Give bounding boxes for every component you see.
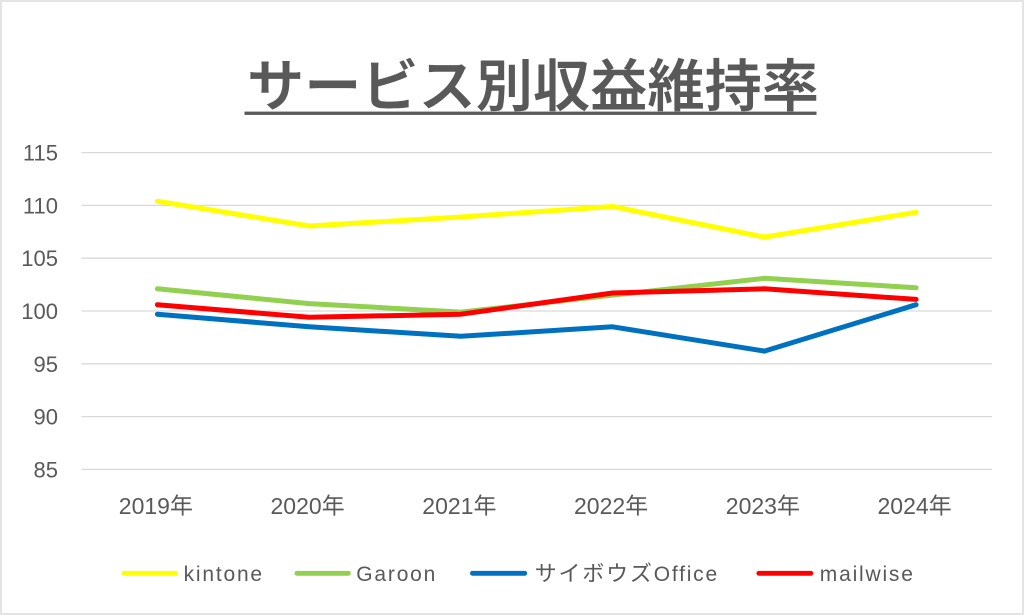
svg-text:95: 95 <box>34 352 58 377</box>
svg-text:Office: Office <box>654 563 719 586</box>
svg-text:90: 90 <box>34 405 58 430</box>
svg-text:110: 110 <box>23 193 58 218</box>
svg-text:Garoon: Garoon <box>356 563 437 586</box>
svg-text:mailwise: mailwise <box>820 563 915 586</box>
svg-text:85: 85 <box>34 457 58 482</box>
svg-text:105: 105 <box>21 246 58 271</box>
svg-text:kintone: kintone <box>184 563 264 586</box>
svg-text:2020: 2020 <box>271 493 322 519</box>
svg-text:2023: 2023 <box>726 493 777 519</box>
svg-text:2024: 2024 <box>878 493 929 519</box>
svg-text:100: 100 <box>21 299 58 324</box>
svg-text:2022: 2022 <box>574 493 625 519</box>
svg-text:115: 115 <box>23 141 58 166</box>
svg-text:2021: 2021 <box>422 493 473 519</box>
svg-text:2019: 2019 <box>119 493 170 519</box>
